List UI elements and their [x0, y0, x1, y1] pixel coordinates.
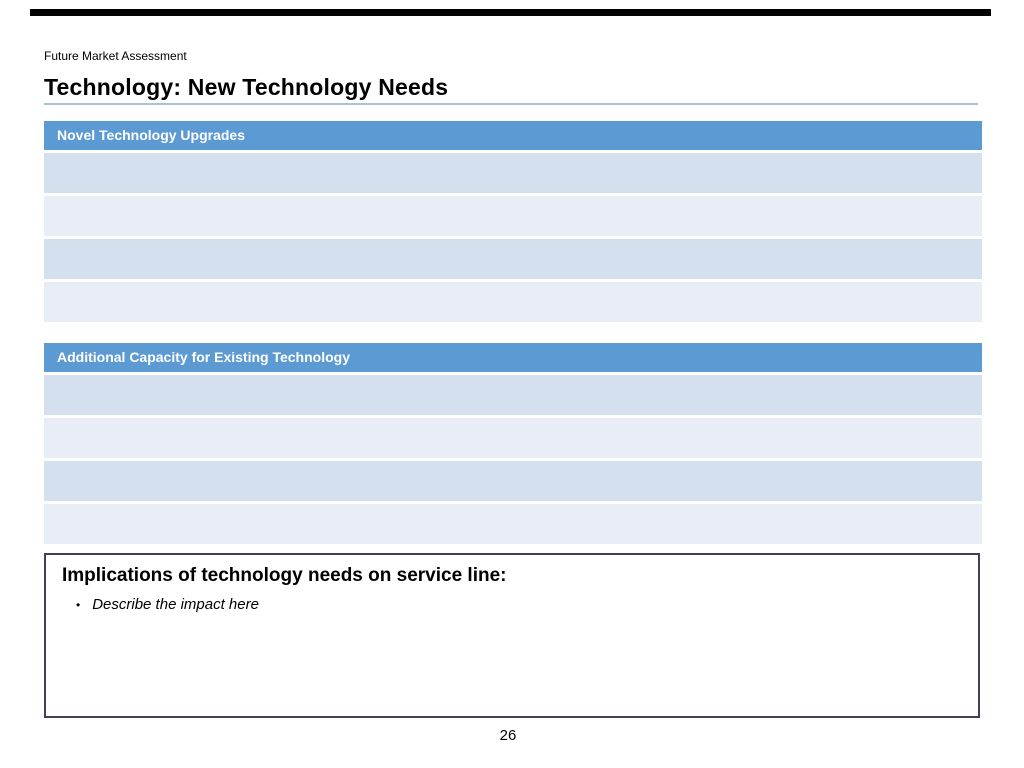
- table-row: [44, 418, 982, 458]
- table-row: [44, 461, 982, 501]
- table-row: [44, 153, 982, 193]
- table-header: Additional Capacity for Existing Technol…: [44, 343, 982, 372]
- implications-heading: Implications of technology needs on serv…: [62, 565, 507, 586]
- table-row: [44, 375, 982, 415]
- page-title: Technology: New Technology Needs: [44, 74, 449, 100]
- table-row: [44, 282, 982, 322]
- table-body: [44, 153, 982, 322]
- table-body: [44, 375, 982, 544]
- table-additional-capacity: Additional Capacity for Existing Technol…: [44, 343, 982, 544]
- implications-box: Implications of technology needs on serv…: [44, 553, 980, 718]
- bullet-marker: •: [76, 598, 81, 612]
- table-novel-technology-upgrades: Novel Technology Upgrades: [44, 121, 982, 322]
- top-bar-decoration: [30, 9, 991, 16]
- table-row: [44, 239, 982, 279]
- table-header: Novel Technology Upgrades: [44, 121, 982, 150]
- title-underline-decoration: [44, 103, 978, 105]
- slide-eyebrow: Future Market Assessment: [44, 49, 187, 63]
- table-row: [44, 196, 982, 236]
- implications-bullet-item: • Describe the impact here: [76, 596, 978, 613]
- table-row: [44, 504, 982, 544]
- bullet-text: Describe the impact here: [92, 596, 259, 613]
- page-number: 26: [499, 727, 517, 744]
